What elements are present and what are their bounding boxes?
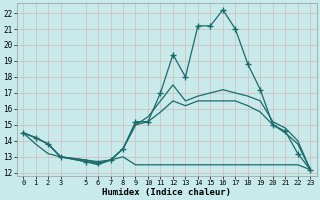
X-axis label: Humidex (Indice chaleur): Humidex (Indice chaleur): [102, 188, 231, 197]
